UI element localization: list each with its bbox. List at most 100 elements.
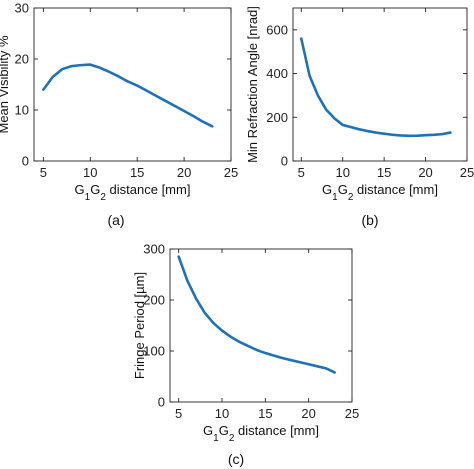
data-point — [391, 134, 393, 136]
data-point — [174, 105, 176, 107]
data-point — [433, 134, 435, 136]
data-point — [408, 135, 410, 137]
y-tick-label: 0 — [281, 154, 288, 169]
data-point — [183, 110, 185, 112]
y-tick-label: 300 — [143, 242, 165, 257]
x-tick-label: 5 — [175, 406, 182, 421]
data-point — [42, 88, 44, 90]
x-axis-label: G1G2 distance [mm] — [203, 423, 319, 444]
data-point — [229, 336, 231, 338]
y-tick-label: 10 — [15, 103, 29, 118]
series-line — [42, 63, 214, 128]
data-point — [307, 363, 309, 365]
data-point — [177, 255, 179, 257]
x-tick-label: 20 — [301, 406, 315, 421]
y-axis-label: Fringe Period [µm] — [132, 272, 147, 379]
data-point — [449, 131, 451, 133]
data-point — [70, 65, 72, 67]
data-point — [400, 134, 402, 136]
data-point — [441, 133, 443, 135]
x-tick-label: 25 — [460, 165, 474, 180]
y-tick-label: 600 — [266, 22, 288, 37]
data-point — [383, 132, 385, 134]
panel-label: (a) — [107, 212, 124, 228]
data-point — [202, 121, 204, 123]
data-point — [117, 75, 119, 77]
y-tick-label: 20 — [15, 52, 29, 67]
y-tick-label: 30 — [15, 1, 29, 16]
data-point — [255, 349, 257, 351]
data-point — [358, 128, 360, 130]
data-point — [136, 84, 138, 86]
data-point — [98, 66, 100, 68]
axes-frame — [33, 7, 232, 162]
data-point — [80, 64, 82, 66]
x-tick-label: 25 — [345, 406, 359, 421]
data-point — [325, 108, 327, 110]
x-tick-label: 10 — [83, 165, 97, 180]
y-tick-label: 0 — [158, 395, 165, 410]
x-tick-label: 20 — [177, 165, 191, 180]
data-point — [89, 63, 91, 65]
data-point — [145, 89, 147, 91]
x-tick-label: 10 — [335, 165, 349, 180]
data-point — [212, 322, 214, 324]
data-point — [203, 312, 205, 314]
data-point — [238, 341, 240, 343]
y-axis-label: Min Refraction Angle [nrad] — [245, 6, 260, 163]
panel-label: (c) — [228, 451, 244, 467]
x-tick-label: 10 — [215, 406, 229, 421]
data-point — [281, 357, 283, 359]
data-point — [61, 68, 63, 70]
data-point — [308, 75, 310, 77]
data-point — [195, 297, 197, 299]
data-point — [316, 365, 318, 367]
data-point — [186, 279, 188, 281]
chart-a: 5 10 15 20 25 0 10 20 30 G1G2 distance [mm] Mean V… — [0, 1, 238, 229]
data-point — [155, 95, 157, 97]
y-tick-label: 200 — [266, 110, 288, 125]
data-point — [366, 130, 368, 132]
x-tick-label: 15 — [258, 406, 272, 421]
data-point — [424, 134, 426, 136]
y-tick-label: 200 — [143, 293, 165, 308]
data-point — [164, 100, 166, 102]
data-point — [52, 76, 54, 78]
data-point — [273, 354, 275, 356]
data-point — [264, 352, 266, 354]
x-tick-label: 15 — [130, 165, 144, 180]
y-tick-label: 400 — [266, 66, 288, 81]
chart-c: 5 10 15 20 25 0 100 200 300 G1G2 distance [mm] Fri… — [132, 242, 359, 468]
data-point — [333, 371, 335, 373]
x-tick-label: 5 — [298, 165, 305, 180]
x-tick-label: 5 — [40, 165, 47, 180]
data-point — [317, 94, 319, 96]
data-point — [211, 125, 213, 127]
y-tick-label: 100 — [143, 344, 165, 359]
axes-frame — [292, 7, 468, 162]
y-axis-label: Mean Visibility % — [0, 35, 11, 133]
data-point — [300, 37, 302, 39]
data-point — [192, 115, 194, 117]
x-tick-label: 20 — [418, 165, 432, 180]
data-point — [350, 126, 352, 128]
x-axis-label: G1G2 distance [mm] — [75, 182, 191, 203]
x-tick-label: 15 — [377, 165, 391, 180]
data-point — [325, 367, 327, 369]
data-point — [299, 361, 301, 363]
data-point — [416, 134, 418, 136]
data-point — [290, 359, 292, 361]
data-point — [108, 71, 110, 73]
axes-frame — [169, 248, 353, 403]
series-line — [177, 255, 336, 374]
x-tick-label: 25 — [224, 165, 238, 180]
data-point — [247, 345, 249, 347]
data-point — [375, 131, 377, 133]
data-point — [127, 80, 129, 82]
x-axis-label: G1G2 distance [mm] — [322, 182, 438, 203]
chart-b: 5 10 15 20 25 0 200 400 600 G1G2 distance [mm] Min… — [245, 6, 474, 228]
data-point — [342, 124, 344, 126]
series-line — [299, 37, 452, 138]
data-point — [221, 329, 223, 331]
